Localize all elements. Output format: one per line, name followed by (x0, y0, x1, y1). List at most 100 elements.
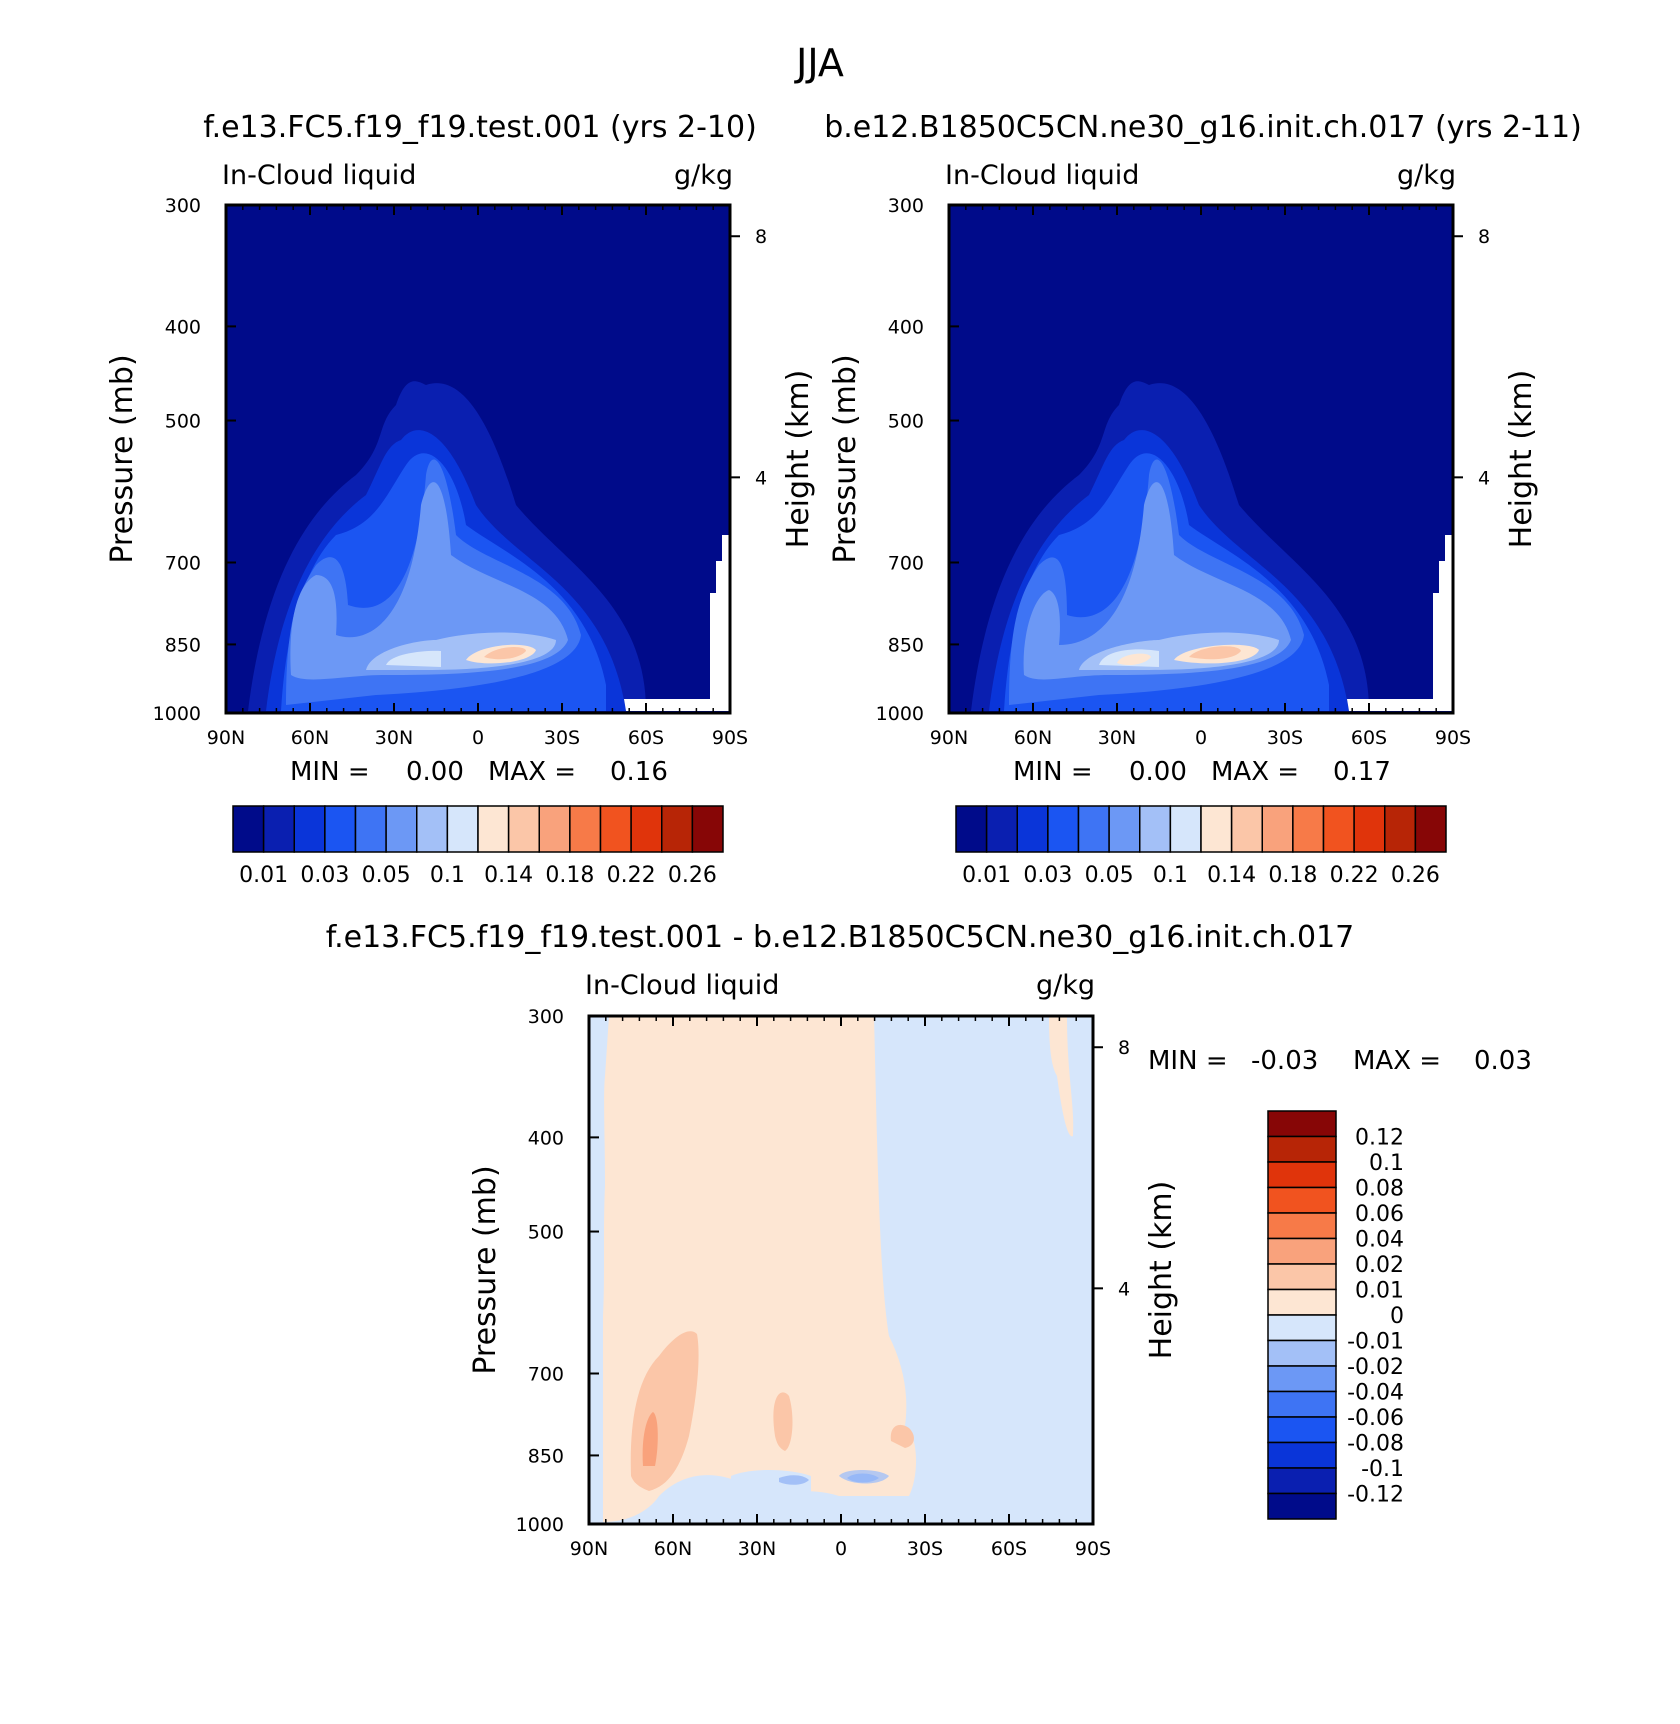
diff-y-tick-label: 400 (528, 1127, 564, 1149)
diff-colorbar-label: 0.01 (1355, 1279, 1404, 1304)
left-y2-tick-label: 4 (755, 467, 767, 489)
left-title: f.e13.FC5.f19_f19.test.001 (yrs 2-10) (203, 110, 757, 145)
right-y2-tick-label: 8 (1478, 226, 1490, 248)
difference-panel: f.e13.FC5.f19_f19.test.001 - b.e12.B1850… (326, 920, 1532, 1560)
left-colorbar-box (416, 805, 449, 853)
diff-title: f.e13.FC5.f19_f19.test.001 - b.e12.B1850… (326, 920, 1355, 955)
right-plot-area (949, 205, 1453, 713)
left-panel: f.e13.FC5.f19_f19.test.001 (yrs 2-10) In… (105, 110, 816, 888)
right-colorbar-box (955, 805, 988, 853)
left-x-tick-label: 90N (207, 727, 245, 749)
left-colorbar-box (446, 805, 479, 853)
diff-colorbar-label: -0.1 (1361, 1457, 1404, 1482)
left-colorbar-label: 0.1 (430, 863, 465, 888)
diff-colorbar-label: -0.06 (1347, 1406, 1404, 1431)
diff-colorbar-label: 0 (1390, 1304, 1404, 1329)
left-y2label: Height (km) (781, 370, 816, 549)
left-max-value: 0.16 (610, 757, 668, 787)
left-colorbar-box (661, 805, 694, 853)
left-x-tick-label: 0 (472, 727, 484, 749)
left-subtitle-field: In-Cloud liquid (222, 160, 416, 191)
diff-colorbar-label: -0.04 (1347, 1381, 1404, 1406)
diff-min-label: MIN = (1148, 1046, 1228, 1076)
diff-colorbar-box (1267, 1314, 1337, 1342)
diff-y-tick-label: 500 (528, 1222, 564, 1244)
left-x-tick-label: 30S (544, 727, 580, 749)
diff-colorbar-box (1267, 1467, 1337, 1495)
diff-colorbar-label: -0.08 (1347, 1432, 1404, 1457)
right-y2label: Height (km) (1504, 370, 1539, 549)
right-colorbar-label: 0.03 (1023, 863, 1072, 888)
right-colorbar-box (1200, 805, 1233, 853)
diff-plot-area (589, 1016, 1093, 1524)
right-colorbar-box (1016, 805, 1049, 853)
right-y-tick-label: 400 (888, 316, 924, 338)
diff-max-value: 0.03 (1474, 1046, 1532, 1076)
right-colorbar-box (1353, 805, 1386, 853)
diff-min-value: -0.03 (1251, 1046, 1318, 1076)
diff-colorbar-box (1267, 1492, 1337, 1520)
right-y-tick-label: 850 (888, 634, 924, 656)
right-max-value: 0.17 (1333, 757, 1391, 787)
left-y2-tick-label: 8 (755, 226, 767, 248)
right-colorbar-box (1384, 805, 1417, 853)
right-x-tick-label: 90S (1435, 727, 1471, 749)
right-colorbar-label: 0.22 (1330, 863, 1379, 888)
diff-y-tick-label: 1000 (516, 1514, 564, 1536)
left-ylabel: Pressure (mb) (105, 354, 140, 563)
diff-colorbar-label: 0.02 (1355, 1253, 1404, 1278)
left-colorbar-label: 0.14 (484, 863, 533, 888)
diff-colorbar-box (1267, 1365, 1337, 1393)
right-y2-tick-label: 4 (1478, 467, 1490, 489)
diff-max-label: MAX = (1353, 1046, 1441, 1076)
diff-y2label: Height (km) (1144, 1181, 1179, 1360)
diff-colorbar: 0.120.10.080.060.040.020.010-0.01-0.02-0… (1267, 1110, 1404, 1520)
right-x-tick-label: 60N (1014, 727, 1052, 749)
diff-x-tick-label: 30N (738, 1538, 776, 1560)
right-colorbar: 0.01 0.03 0.05 0.1 0.14 0.18 0.22 0.26 (955, 805, 1447, 888)
diff-colorbar-box (1267, 1263, 1337, 1291)
left-colorbar-box (324, 805, 357, 853)
diff-x-tick-label: 90S (1075, 1538, 1111, 1560)
right-y-tick-label: 500 (888, 411, 924, 433)
left-y-tick-label: 1000 (153, 703, 201, 725)
diff-colorbar-box (1267, 1161, 1337, 1189)
left-colorbar-box (538, 805, 571, 853)
left-subtitle-units: g/kg (674, 160, 733, 191)
left-y-tick-label: 700 (165, 553, 201, 575)
diff-colorbar-box (1267, 1441, 1337, 1469)
right-x-tick-label: 60S (1351, 727, 1387, 749)
left-colorbar-box (262, 805, 295, 853)
right-colorbar-box (1139, 805, 1172, 853)
left-colorbar-box (232, 805, 265, 853)
right-colorbar-box (1292, 805, 1325, 853)
diff-y2-tick-label: 8 (1118, 1037, 1130, 1059)
diff-colorbar-box (1267, 1135, 1337, 1163)
left-min-value: 0.00 (406, 757, 464, 787)
right-ylabel: Pressure (mb) (828, 354, 863, 563)
left-colorbar-box (293, 805, 326, 853)
left-x-tick-label: 90S (712, 727, 748, 749)
right-y-tick-label: 700 (888, 553, 924, 575)
left-colorbar-box (507, 805, 540, 853)
diff-x-tick-label: 60N (654, 1538, 692, 1560)
left-max-label: MAX = (488, 757, 576, 787)
right-subtitle-field: In-Cloud liquid (945, 160, 1139, 191)
left-y-tick-label: 500 (165, 411, 201, 433)
diff-colorbar-label: 0.12 (1355, 1126, 1404, 1151)
right-max-label: MAX = (1211, 757, 1299, 787)
diff-colorbar-box (1267, 1110, 1337, 1138)
diff-colorbar-box (1267, 1186, 1337, 1214)
diff-y-tick-label: 700 (528, 1364, 564, 1386)
left-colorbar-box (385, 805, 418, 853)
left-colorbar-label: 0.03 (300, 863, 349, 888)
left-colorbar-label: 0.26 (668, 863, 717, 888)
diff-subtitle-field: In-Cloud liquid (585, 970, 779, 1001)
right-title: b.e12.B1850C5CN.ne30_g16.init.ch.017 (yr… (824, 110, 1582, 145)
left-y-tick-label: 850 (165, 634, 201, 656)
right-colorbar-label: 0.1 (1153, 863, 1188, 888)
left-colorbar-label: 0.22 (607, 863, 656, 888)
figure-title: JJA (794, 41, 844, 85)
right-colorbar-label: 0.05 (1085, 863, 1134, 888)
